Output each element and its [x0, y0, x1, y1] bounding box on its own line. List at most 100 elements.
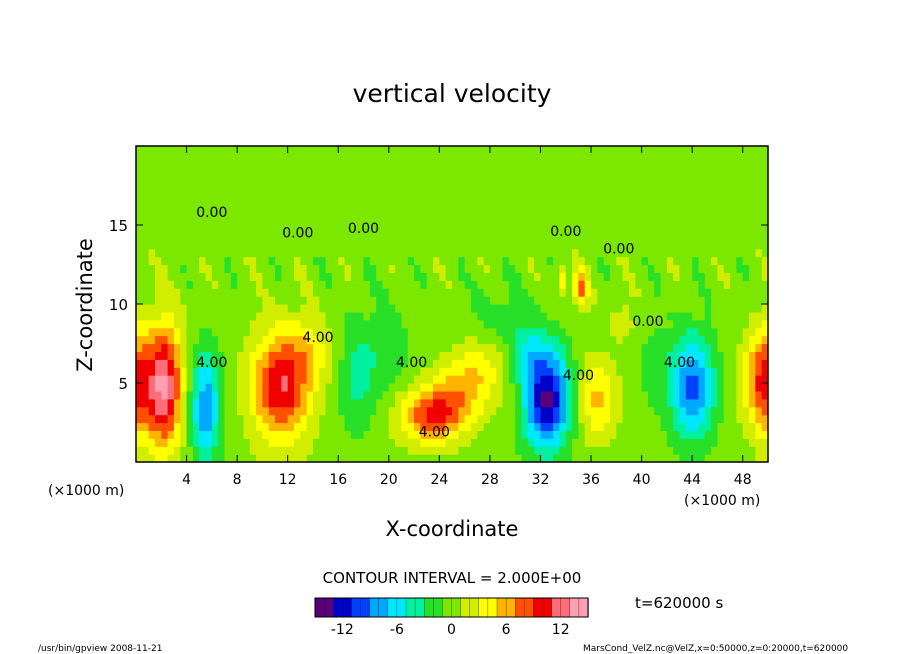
- heatmap-cell: [534, 232, 542, 242]
- heatmap-cell: [237, 304, 245, 313]
- heatmap-cell: [376, 256, 384, 266]
- heatmap-cell: [180, 406, 188, 416]
- heatmap-cell: [136, 256, 143, 266]
- heatmap-cell: [559, 209, 567, 218]
- heatmap-cell: [395, 193, 403, 202]
- heatmap-cell: [496, 201, 504, 210]
- heatmap-cell: [597, 153, 605, 163]
- heatmap-cell: [502, 304, 510, 313]
- heatmap-cell: [698, 272, 706, 281]
- heatmap-cell: [477, 153, 485, 163]
- heatmap-cell: [167, 343, 175, 352]
- heatmap-cell: [679, 153, 687, 163]
- heatmap-cell: [730, 296, 737, 305]
- heatmap-cell: [414, 422, 421, 431]
- heatmap-cell: [154, 177, 162, 187]
- heatmap-cell: [414, 169, 421, 179]
- heatmap-cell: [420, 367, 428, 376]
- heatmap-cell: [470, 217, 478, 226]
- heatmap-cell: [350, 311, 358, 321]
- heatmap-cell: [312, 351, 320, 360]
- heatmap-cell: [749, 335, 756, 345]
- heatmap-cell: [711, 161, 719, 171]
- heatmap-cell: [458, 209, 466, 218]
- heatmap-cell: [363, 406, 371, 416]
- heatmap-cell: [692, 296, 700, 305]
- heatmap-cell: [628, 272, 636, 281]
- heatmap-cell: [584, 153, 592, 163]
- heatmap-cell: [635, 296, 643, 305]
- heatmap-cell: [331, 367, 339, 376]
- heatmap-cell: [730, 406, 737, 416]
- heatmap-cell: [445, 161, 453, 171]
- heatmap-cell: [230, 311, 238, 321]
- heatmap-cell: [205, 288, 213, 297]
- heatmap-cell: [704, 446, 712, 455]
- heatmap-cell: [407, 193, 415, 202]
- heatmap-cell: [502, 296, 510, 305]
- heatmap-cell: [237, 343, 245, 352]
- heatmap-cell: [496, 335, 504, 345]
- heatmap-cell: [578, 232, 586, 242]
- heatmap-cell: [477, 422, 485, 431]
- heatmap-cell: [647, 169, 655, 179]
- heatmap-cell: [597, 375, 605, 384]
- heatmap-cell: [439, 390, 447, 400]
- heatmap-cell: [673, 240, 681, 250]
- heatmap-cell: [660, 422, 668, 431]
- heatmap-cell: [761, 351, 768, 360]
- heatmap-cell: [654, 240, 662, 250]
- heatmap-cell: [205, 185, 213, 194]
- heatmap-cell: [407, 343, 415, 352]
- heatmap-cell: [319, 359, 327, 368]
- heatmap-cell: [300, 367, 308, 376]
- heatmap-cell: [515, 146, 523, 155]
- heatmap-cell: [483, 398, 491, 408]
- heatmap-cell: [230, 232, 238, 242]
- heatmap-cell: [331, 319, 339, 329]
- heatmap-cell: [616, 383, 624, 392]
- heatmap-cell: [489, 153, 497, 163]
- heatmap-cell: [218, 351, 226, 360]
- heatmap-cell: [148, 264, 156, 273]
- heatmap-cell: [742, 193, 750, 202]
- heatmap-cell: [142, 375, 150, 384]
- heatmap-cell: [256, 161, 263, 171]
- heatmap-cell: [692, 185, 700, 194]
- heatmap-cell: [565, 232, 573, 242]
- heatmap-cell: [591, 454, 598, 462]
- heatmap-cell: [666, 153, 674, 163]
- heatmap-cell: [148, 414, 156, 424]
- heatmap-cell: [717, 177, 725, 187]
- heatmap-cell: [496, 240, 504, 250]
- heatmap-cell: [458, 232, 466, 242]
- heatmap-cell: [553, 280, 561, 289]
- heatmap-cell: [635, 201, 643, 210]
- heatmap-cell: [654, 359, 662, 368]
- heatmap-cell: [755, 153, 763, 163]
- heatmap-cell: [730, 185, 737, 194]
- heatmap-cell: [654, 390, 662, 400]
- heatmap-cell: [445, 319, 453, 329]
- heatmap-cell: [559, 335, 567, 345]
- heatmap-cell: [666, 414, 674, 424]
- heatmap-cell: [154, 296, 162, 305]
- heatmap-cell: [230, 280, 238, 289]
- heatmap-cell: [610, 280, 617, 289]
- heatmap-cell: [540, 217, 548, 226]
- heatmap-cell: [439, 446, 447, 455]
- heatmap-cell: [742, 209, 750, 218]
- heatmap-cell: [249, 169, 257, 179]
- heatmap-cell: [426, 161, 434, 171]
- heatmap-cell: [685, 288, 693, 297]
- heatmap-cell: [698, 146, 706, 155]
- heatmap-cell: [496, 430, 504, 439]
- heatmap-cell: [508, 414, 516, 424]
- heatmap-cell: [635, 390, 643, 400]
- heatmap-cell: [369, 383, 377, 392]
- heatmap-cell: [363, 280, 371, 289]
- heatmap-cell: [369, 256, 377, 266]
- heatmap-cell: [660, 319, 668, 329]
- heatmap-cell: [357, 177, 365, 187]
- heatmap-cell: [660, 146, 668, 155]
